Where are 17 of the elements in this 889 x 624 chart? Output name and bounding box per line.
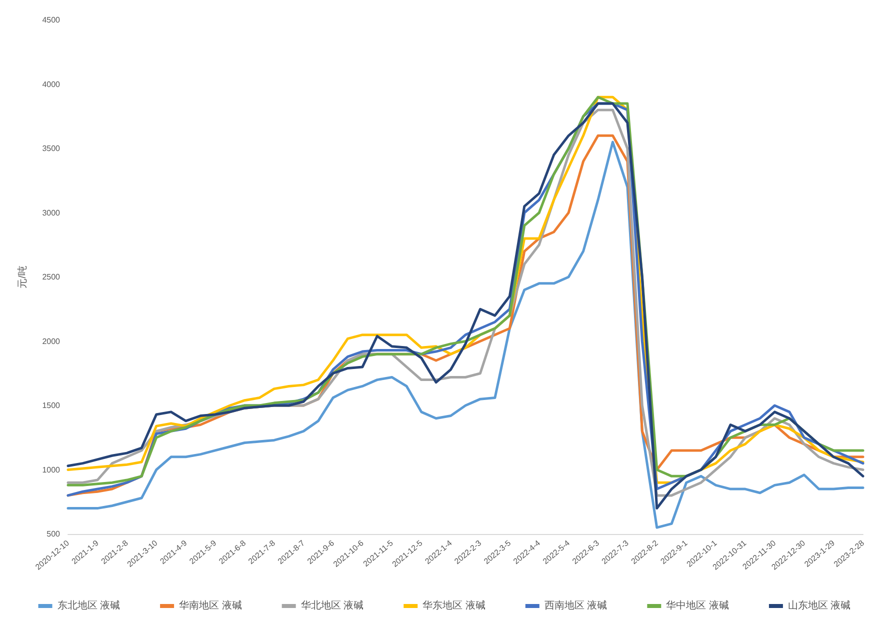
legend-label: 华南地区 液碱 [179, 600, 242, 612]
y-tick-label: 3500 [42, 144, 61, 153]
y-tick-label: 4000 [42, 80, 61, 89]
y-tick-label: 4500 [42, 16, 61, 24]
legend-label: 华北地区 液碱 [300, 600, 364, 612]
y-axis-title: 元/吨 [16, 266, 28, 288]
legend-label: 山东地区 液碱 [788, 600, 851, 612]
legend-label: 华东地区 液碱 [422, 600, 486, 612]
y-tick-label: 3000 [42, 208, 61, 218]
y-tick-label: 1500 [42, 401, 61, 410]
y-tick-label: 1000 [42, 465, 61, 474]
legend-label: 西南地区 液碱 [544, 600, 608, 612]
y-tick-label: 2000 [42, 336, 61, 346]
legend-label: 华中地区 液碱 [666, 600, 729, 612]
y-tick-label: 500 [46, 530, 61, 538]
legend-label: 东北地区 液碱 [57, 600, 120, 612]
y-tick-label: 2500 [42, 272, 61, 282]
